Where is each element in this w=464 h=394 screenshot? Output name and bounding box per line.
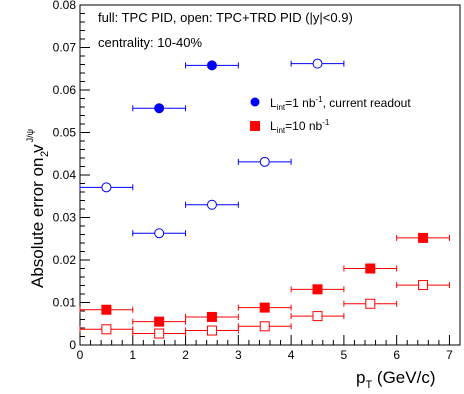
data-point bbox=[365, 263, 376, 274]
plot-frame bbox=[79, 4, 461, 346]
y-tick-label: 0.04 bbox=[53, 168, 77, 182]
y-tick-label: 0.07 bbox=[53, 41, 77, 55]
data-point bbox=[101, 324, 112, 335]
data-point bbox=[312, 284, 323, 295]
legend-label-current-readout: Lint=1 nb-1, current readout bbox=[270, 95, 411, 112]
y-tick-label: 0.06 bbox=[53, 83, 77, 97]
data-point bbox=[206, 199, 217, 210]
data-point bbox=[259, 156, 270, 167]
y-axis-label: Absolute error on vJ/ψ2 bbox=[25, 129, 51, 288]
data-point bbox=[101, 304, 112, 315]
data-point bbox=[206, 60, 217, 71]
y-tick-label: 0.02 bbox=[53, 253, 77, 267]
legend-marker-10nb bbox=[250, 121, 260, 131]
data-point bbox=[154, 328, 165, 339]
x-tick-label: 1 bbox=[129, 348, 136, 362]
x-tick-label: 3 bbox=[235, 348, 242, 362]
y-tick-label: 0.08 bbox=[53, 0, 77, 12]
data-point bbox=[312, 58, 323, 69]
annotation-centrality: centrality: 10-40% bbox=[98, 35, 202, 50]
y-tick-label: 0.05 bbox=[53, 126, 77, 140]
data-point bbox=[312, 311, 323, 322]
x-tick-label: 0 bbox=[77, 348, 84, 362]
legend: Lint=1 nb-1, current readout Lint=10 nb-… bbox=[250, 95, 411, 135]
data-point bbox=[101, 182, 112, 193]
axis-ticks: 0 1 2 3 4 5 6 7 0 0.01 0.02 0.03 0.04 0.05 0.06 0.07 0.0… bbox=[53, 0, 453, 362]
data-point bbox=[154, 228, 165, 239]
data-point bbox=[418, 232, 429, 243]
data-point bbox=[259, 302, 270, 313]
y-tick-label: 0.03 bbox=[53, 211, 77, 225]
x-tick-label: 2 bbox=[182, 348, 189, 362]
y-tick-label: 0 bbox=[69, 338, 76, 352]
data-point bbox=[154, 103, 165, 114]
data-point bbox=[259, 321, 270, 332]
data-point bbox=[154, 316, 165, 327]
data-point bbox=[365, 298, 376, 309]
x-axis-label: pT (GeV/c) bbox=[356, 368, 436, 391]
annotation-pid: full: TPC PID, open: TPC+TRD PID (|y|<0.… bbox=[98, 10, 353, 25]
data-point bbox=[206, 325, 217, 336]
x-tick-label: 4 bbox=[288, 348, 295, 362]
x-tick-label: 7 bbox=[446, 348, 453, 362]
data-point bbox=[418, 280, 429, 291]
data-point bbox=[206, 311, 217, 322]
y-tick-label: 0.01 bbox=[53, 296, 77, 310]
data-points bbox=[79, 58, 450, 339]
x-tick-label: 5 bbox=[341, 348, 348, 362]
x-tick-label: 6 bbox=[393, 348, 400, 362]
legend-label-10nb: Lint=10 nb-1 bbox=[270, 118, 330, 135]
legend-marker-current-readout bbox=[250, 97, 260, 107]
